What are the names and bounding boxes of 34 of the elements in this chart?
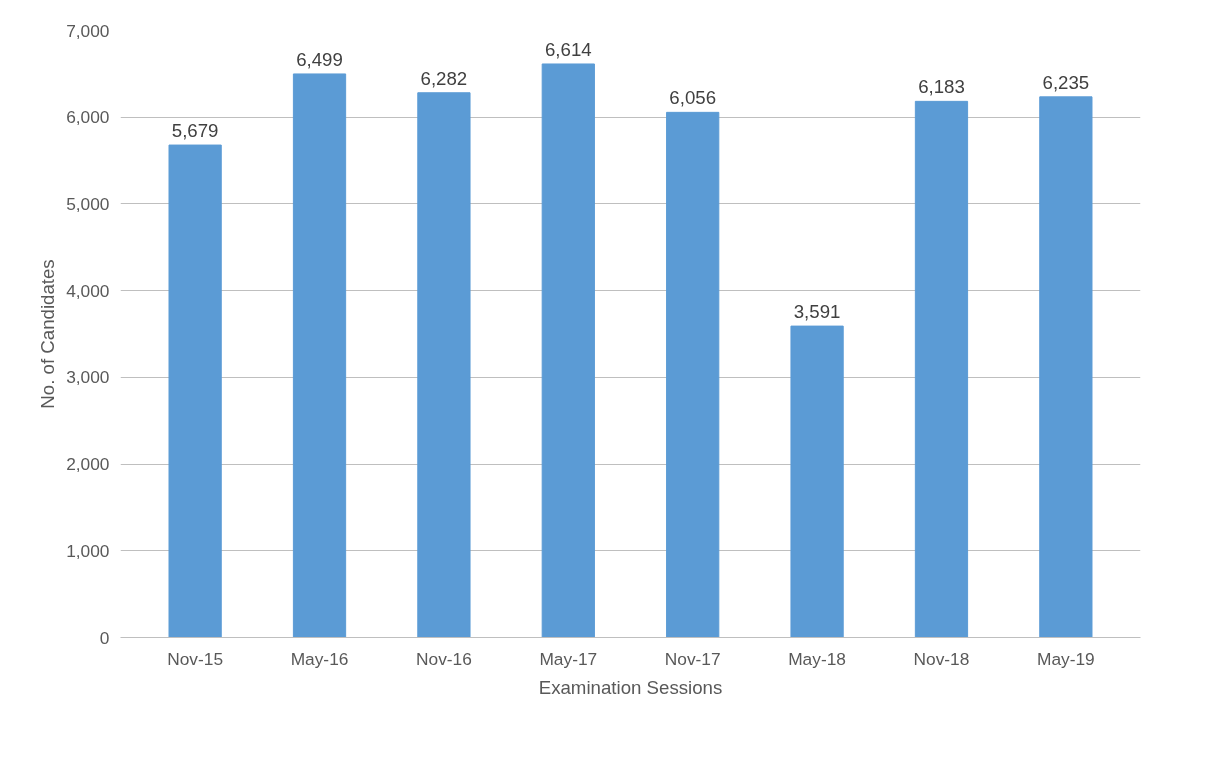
y-tick-label: 1,000 xyxy=(66,540,110,561)
data-label: 5,679 xyxy=(171,120,219,142)
y-tick-label: 6,000 xyxy=(66,107,110,128)
bar xyxy=(1039,96,1093,638)
bar xyxy=(168,144,222,638)
x-tick-label: Nov-16 xyxy=(415,648,472,669)
y-axis-title: No. of Candidates xyxy=(37,259,59,409)
data-label: 3,591 xyxy=(793,301,841,323)
y-tick-label: 4,000 xyxy=(66,280,110,301)
y-tick-label: 7,000 xyxy=(66,20,110,41)
bar xyxy=(292,73,347,638)
data-label: 6,282 xyxy=(420,67,468,89)
data-label: 6,183 xyxy=(918,76,965,98)
bar xyxy=(417,92,471,638)
x-tick-label: May-18 xyxy=(788,648,846,669)
x-tick-label: May-16 xyxy=(290,648,349,669)
x-axis-title: Examination Sessions xyxy=(538,676,723,698)
data-label: 6,614 xyxy=(544,38,592,60)
x-tick-label: Nov-18 xyxy=(913,648,970,669)
bar xyxy=(666,111,720,638)
x-tick-label: May-17 xyxy=(539,648,598,669)
bar xyxy=(790,325,844,638)
y-tick-label: 2,000 xyxy=(66,454,110,475)
bar xyxy=(541,63,595,638)
y-tick-label: 5,000 xyxy=(66,193,110,214)
x-tick-label: Nov-17 xyxy=(664,648,721,669)
bar xyxy=(914,100,969,638)
data-label: 6,499 xyxy=(296,48,343,70)
y-tick-label: 3,000 xyxy=(66,367,110,388)
x-tick-label: May-19 xyxy=(1036,648,1095,669)
x-tick-label: Nov-15 xyxy=(167,648,224,669)
data-label: 6,056 xyxy=(669,87,717,109)
y-tick-label: 0 xyxy=(99,627,110,648)
data-label: 6,235 xyxy=(1042,71,1090,93)
